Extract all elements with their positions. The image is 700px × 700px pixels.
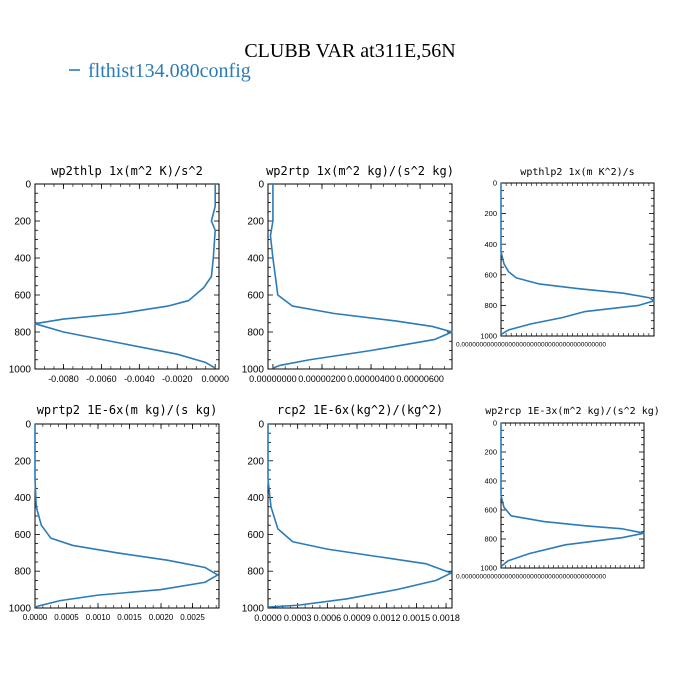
y-tick-label: 1000 — [242, 365, 265, 376]
y-tick-label: 0 — [25, 420, 31, 431]
x-tick-label: 0.0012 — [373, 613, 401, 623]
y-tick-label: 800 — [14, 567, 31, 578]
y-tick-label: 800 — [484, 535, 497, 544]
panel-title: wp2rtp 1x(m^2 kg)/(s^2 kg) — [266, 164, 454, 178]
series-line — [500, 183, 655, 336]
panel-title: wprtp2 1E-6x(m kg)/(s kg) — [37, 403, 218, 417]
y-tick-label: 200 — [14, 217, 31, 228]
y-tick-label: 1000 — [9, 365, 32, 376]
x-tick-label: 0.0000 — [254, 613, 282, 623]
y-tick-label: 400 — [14, 254, 31, 265]
y-tick-label: 600 — [14, 530, 31, 541]
panel-1: wp2thlp 1x(m^2 K)/s^2 0 200 400 600 800 1000 -0… — [9, 164, 229, 384]
y-tick-label: 400 — [14, 493, 31, 504]
y-tick-label: 0 — [25, 180, 31, 191]
x-tick-label: 0.00000200 — [298, 374, 346, 384]
y-tick-label: 200 — [247, 217, 264, 228]
y-tick-label: 400 — [484, 477, 497, 486]
x-tick-label: 0.0005 — [54, 613, 79, 622]
y-tick-label: 200 — [247, 456, 264, 467]
x-tick-label: 0.00000000 — [249, 374, 297, 384]
panel-title: wp2thlp 1x(m^2 K)/s^2 — [51, 164, 203, 178]
x-tick-label: -0.0080 — [48, 374, 79, 384]
y-tick-label: 400 — [247, 254, 264, 265]
x-tick-label: 0.0000 — [201, 374, 229, 384]
x-tick-label: 0.0025 — [180, 613, 205, 622]
x-tick-label: 0.0015 — [117, 613, 142, 622]
panel-title: wpthlp2 1x(m K^2)/s — [520, 167, 634, 178]
y-tick-label: 800 — [484, 301, 497, 310]
y-tick-label: 600 — [247, 530, 264, 541]
y-tick-label: 200 — [14, 456, 31, 467]
x-tick-label: 0.0009 — [343, 613, 371, 623]
x-tick-label: 0.0020 — [149, 613, 174, 622]
panel-title: rcp2 1E-6x(kg^2)/(kg^2) — [277, 403, 443, 417]
panel-3: wpthlp2 1x(m K^2)/s 0 200 400 600 800 10000.00… — [456, 167, 655, 349]
y-tick-label: 800 — [247, 567, 264, 578]
y-tick-label: 600 — [14, 291, 31, 302]
series-line — [34, 424, 219, 608]
x-tick-label: 0.0000 — [23, 613, 48, 622]
y-tick-label: 600 — [247, 291, 264, 302]
series-line — [500, 423, 645, 568]
panel-4: wprtp2 1E-6x(m kg)/(s kg) 0 200 400 600 800 10… — [9, 403, 220, 622]
x-tick-label: -0.0060 — [86, 374, 117, 384]
x-tick-label: 0.00000000000000000000000000000000000000… — [456, 342, 606, 349]
x-tick-label: 0.00000000000000000000000000000000000000… — [456, 574, 606, 581]
x-tick-label: 0.0006 — [314, 613, 342, 623]
x-tick-label: -0.0040 — [124, 374, 155, 384]
y-tick-label: 400 — [247, 493, 264, 504]
panel-5: rcp2 1E-6x(kg^2)/(kg^2) 0 200 400 600 800 1000… — [242, 403, 460, 623]
y-tick-label: 800 — [247, 328, 264, 339]
x-tick-label: 0.0018 — [432, 613, 460, 623]
y-tick-label: 1000 — [480, 332, 497, 341]
y-tick-label: 0 — [493, 419, 497, 428]
panel-title: wp2rcp 1E-3x(m^2 kg)/(s^2 kg) — [485, 406, 660, 417]
x-tick-label: 0.0010 — [86, 613, 111, 622]
series-line — [269, 184, 453, 369]
panel-6: wp2rcp 1E-3x(m^2 kg)/(s^2 kg) 0 200 400 600 8… — [456, 406, 660, 581]
y-tick-label: 0 — [258, 180, 264, 191]
x-tick-label: 0.00000400 — [347, 374, 395, 384]
x-tick-label: 0.00000600 — [396, 374, 444, 384]
x-tick-label: -0.0020 — [162, 374, 193, 384]
panel-2: wp2rtp 1x(m^2 kg)/(s^2 kg)0 200 400 600 800 1… — [242, 164, 454, 384]
y-tick-label: 200 — [484, 209, 497, 218]
y-tick-label: 0 — [493, 179, 497, 188]
y-tick-label: 800 — [14, 328, 31, 339]
legend-label: flthist134.080config — [88, 60, 251, 82]
x-tick-label: 0.0015 — [403, 613, 431, 623]
y-tick-label: 1000 — [9, 604, 32, 615]
y-tick-label: 1000 — [480, 564, 497, 573]
y-tick-label: 1000 — [242, 604, 265, 615]
y-tick-label: 400 — [484, 240, 497, 249]
y-tick-label: 0 — [258, 420, 264, 431]
series-line — [267, 424, 452, 608]
series-line — [34, 184, 217, 369]
x-tick-label: 0.0003 — [284, 613, 312, 623]
y-tick-label: 200 — [484, 448, 497, 457]
figure-title: CLUBB VAR at311E,56N — [244, 40, 455, 62]
y-tick-label: 600 — [484, 506, 497, 515]
y-tick-label: 600 — [484, 270, 497, 279]
panels: wp2thlp 1x(m^2 K)/s^2 0 200 400 600 800 1000 -0… — [9, 164, 660, 623]
